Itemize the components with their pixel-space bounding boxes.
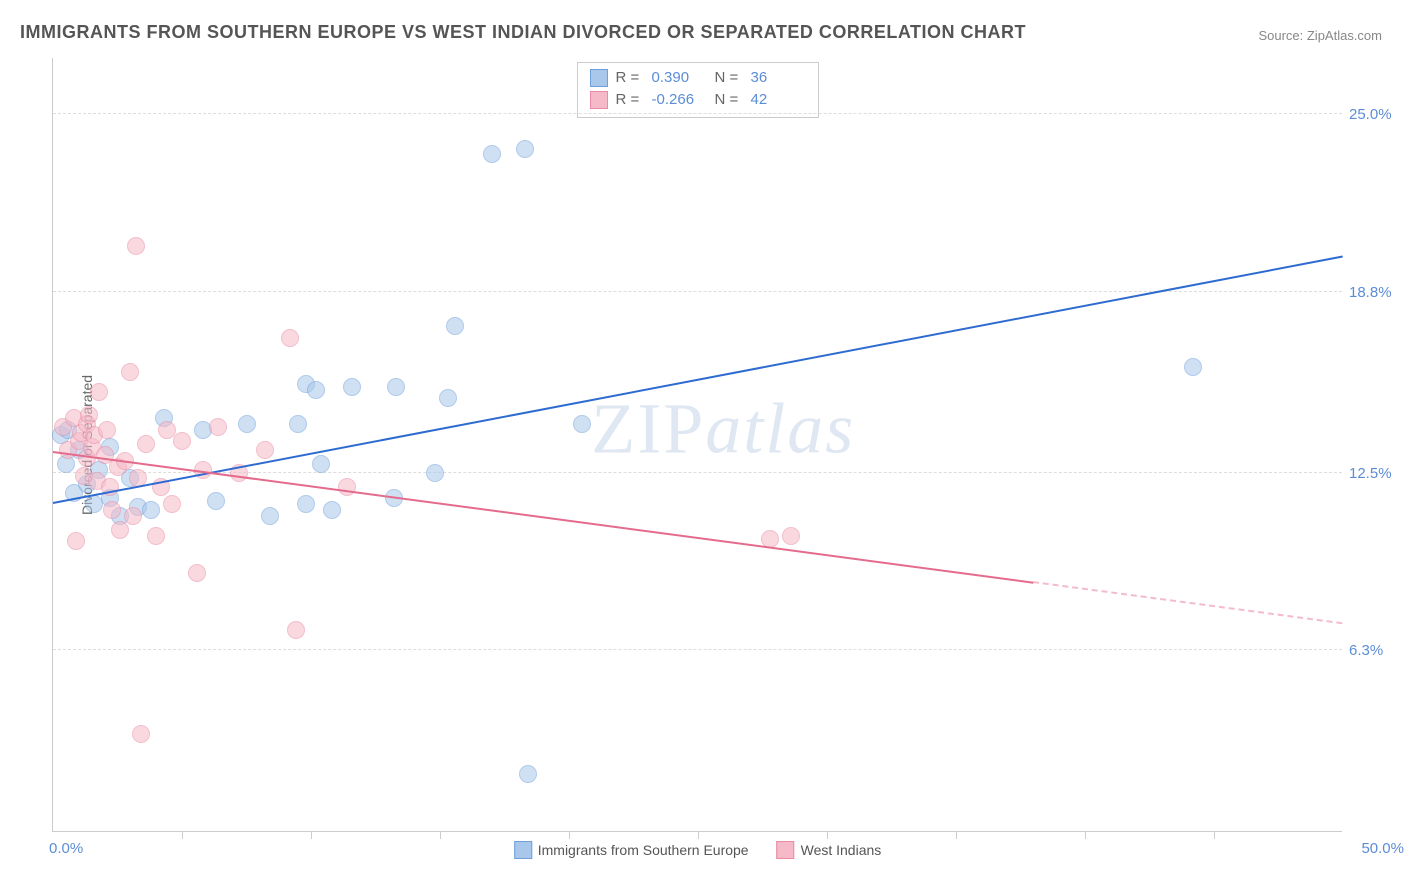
gridline [53, 649, 1342, 650]
data-point [426, 464, 444, 482]
r-value: -0.266 [652, 89, 707, 111]
data-point [98, 421, 116, 439]
r-label: R = [616, 67, 644, 89]
data-point [111, 521, 129, 539]
data-point [323, 501, 341, 519]
x-tick [440, 831, 441, 839]
source-attribution: Source: ZipAtlas.com [1258, 28, 1382, 43]
source-name: ZipAtlas.com [1307, 28, 1382, 43]
data-point [158, 421, 176, 439]
data-point [312, 455, 330, 473]
n-value: 36 [751, 67, 806, 89]
data-point [80, 406, 98, 424]
source-prefix: Source: [1258, 28, 1306, 43]
n-value: 42 [751, 89, 806, 111]
data-point [387, 378, 405, 396]
y-tick-label: 18.8% [1349, 284, 1404, 301]
x-axis-end-label: 50.0% [1361, 840, 1404, 857]
watermark: ZIPatlas [591, 388, 855, 471]
y-tick-label: 25.0% [1349, 106, 1404, 123]
gridline [53, 113, 1342, 114]
n-label: N = [715, 67, 743, 89]
chart-title: IMMIGRANTS FROM SOUTHERN EUROPE VS WEST … [20, 22, 1026, 43]
legend-label: Immigrants from Southern Europe [538, 842, 749, 858]
legend-item: West Indians [777, 841, 882, 859]
legend: Immigrants from Southern Europe West Indi… [514, 841, 882, 859]
x-tick [1214, 831, 1215, 839]
data-point [307, 381, 325, 399]
watermark-zip: ZIP [591, 389, 705, 469]
stats-row: R = 0.390 N = 36 [590, 67, 806, 89]
x-tick [569, 831, 570, 839]
data-point [147, 527, 165, 545]
r-label: R = [616, 89, 644, 111]
legend-swatch [777, 841, 795, 859]
data-point [338, 478, 356, 496]
x-tick [1085, 831, 1086, 839]
data-point [188, 564, 206, 582]
legend-swatch [514, 841, 532, 859]
data-point [121, 363, 139, 381]
data-point [256, 441, 274, 459]
x-tick [182, 831, 183, 839]
data-point [103, 501, 121, 519]
data-point [137, 435, 155, 453]
data-point [446, 317, 464, 335]
r-value: 0.390 [652, 67, 707, 89]
data-point [238, 415, 256, 433]
trend-line [1033, 581, 1343, 624]
x-tick [956, 831, 957, 839]
data-point [142, 501, 160, 519]
data-point [90, 383, 108, 401]
data-point [207, 492, 225, 510]
y-tick-label: 6.3% [1349, 642, 1404, 659]
data-point [281, 329, 299, 347]
n-label: N = [715, 89, 743, 111]
scatter-chart: Divorced or Separated 0.0% 50.0% ZIPatla… [52, 58, 1342, 832]
data-point [67, 532, 85, 550]
data-point [343, 378, 361, 396]
stats-row: R = -0.266 N = 42 [590, 89, 806, 111]
data-point [287, 621, 305, 639]
data-point [209, 418, 227, 436]
x-tick [827, 831, 828, 839]
x-tick [698, 831, 699, 839]
legend-item: Immigrants from Southern Europe [514, 841, 749, 859]
y-tick-label: 12.5% [1349, 465, 1404, 482]
data-point [124, 507, 142, 525]
data-point [782, 527, 800, 545]
data-point [483, 145, 501, 163]
data-point [163, 495, 181, 513]
data-point [573, 415, 591, 433]
data-point [173, 432, 191, 450]
series-swatch [590, 91, 608, 109]
series-swatch [590, 69, 608, 87]
data-point [127, 237, 145, 255]
trend-line [53, 256, 1343, 504]
x-tick [311, 831, 312, 839]
watermark-atlas: atlas [705, 389, 855, 469]
data-point [297, 495, 315, 513]
legend-label: West Indians [801, 842, 882, 858]
x-axis-start-label: 0.0% [49, 840, 83, 857]
data-point [261, 507, 279, 525]
data-point [516, 140, 534, 158]
correlation-stats-box: R = 0.390 N = 36 R = -0.266 N = 42 [577, 62, 819, 118]
data-point [1184, 358, 1202, 376]
data-point [289, 415, 307, 433]
data-point [519, 765, 537, 783]
data-point [132, 725, 150, 743]
data-point [439, 389, 457, 407]
